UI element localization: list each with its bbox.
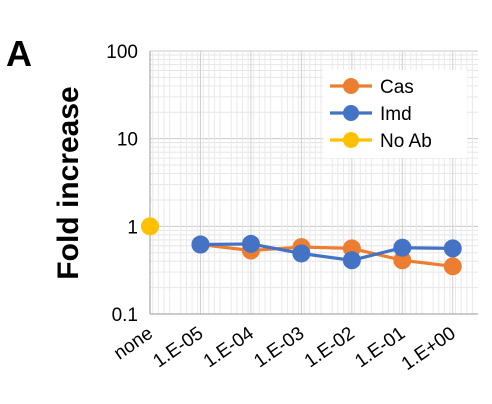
x-tick-label: none — [110, 323, 157, 364]
legend: Cas Imd No Ab — [323, 70, 467, 158]
legend-item: Imd — [330, 104, 412, 125]
series-group — [141, 217, 462, 276]
legend-label: Cas — [380, 77, 414, 98]
y-tick-label: 10 — [117, 130, 138, 151]
legend-label: Imd — [380, 104, 412, 125]
y-tick-label: 1 — [127, 217, 138, 238]
x-tick-label: 1.E+00 — [398, 323, 460, 375]
x-tick-label: 1.E-01 — [351, 323, 409, 372]
data-point — [141, 217, 159, 236]
legend-marker — [343, 78, 359, 94]
x-tick-label: 1.E-05 — [149, 323, 207, 372]
data-point — [393, 251, 412, 270]
y-axis-label: Fold increase — [52, 86, 85, 279]
legend-item: Cas — [330, 77, 414, 98]
x-tick-label: 1.E-04 — [200, 323, 258, 373]
data-point — [393, 238, 412, 257]
data-point — [292, 244, 311, 263]
y-tick-labels: 100 10 1 0.1 — [106, 42, 138, 326]
x-tick-label: 1.E-03 — [250, 323, 308, 372]
data-point — [342, 251, 361, 270]
y-tick-label: 100 — [106, 42, 138, 63]
legend-marker — [343, 132, 359, 148]
axes — [149, 51, 478, 315]
y-tick-label: 0.1 — [112, 305, 138, 326]
data-point — [443, 239, 462, 258]
x-tick-label: 1.E-02 — [301, 323, 359, 372]
series-no-ab — [141, 217, 159, 236]
legend-label: No Ab — [380, 131, 432, 152]
data-point — [241, 234, 260, 253]
legend-item: No Ab — [330, 131, 432, 152]
panel-label: A — [6, 33, 32, 74]
series-imd — [191, 234, 462, 270]
data-point — [191, 235, 210, 254]
data-point — [443, 257, 462, 276]
legend-marker — [343, 105, 359, 121]
